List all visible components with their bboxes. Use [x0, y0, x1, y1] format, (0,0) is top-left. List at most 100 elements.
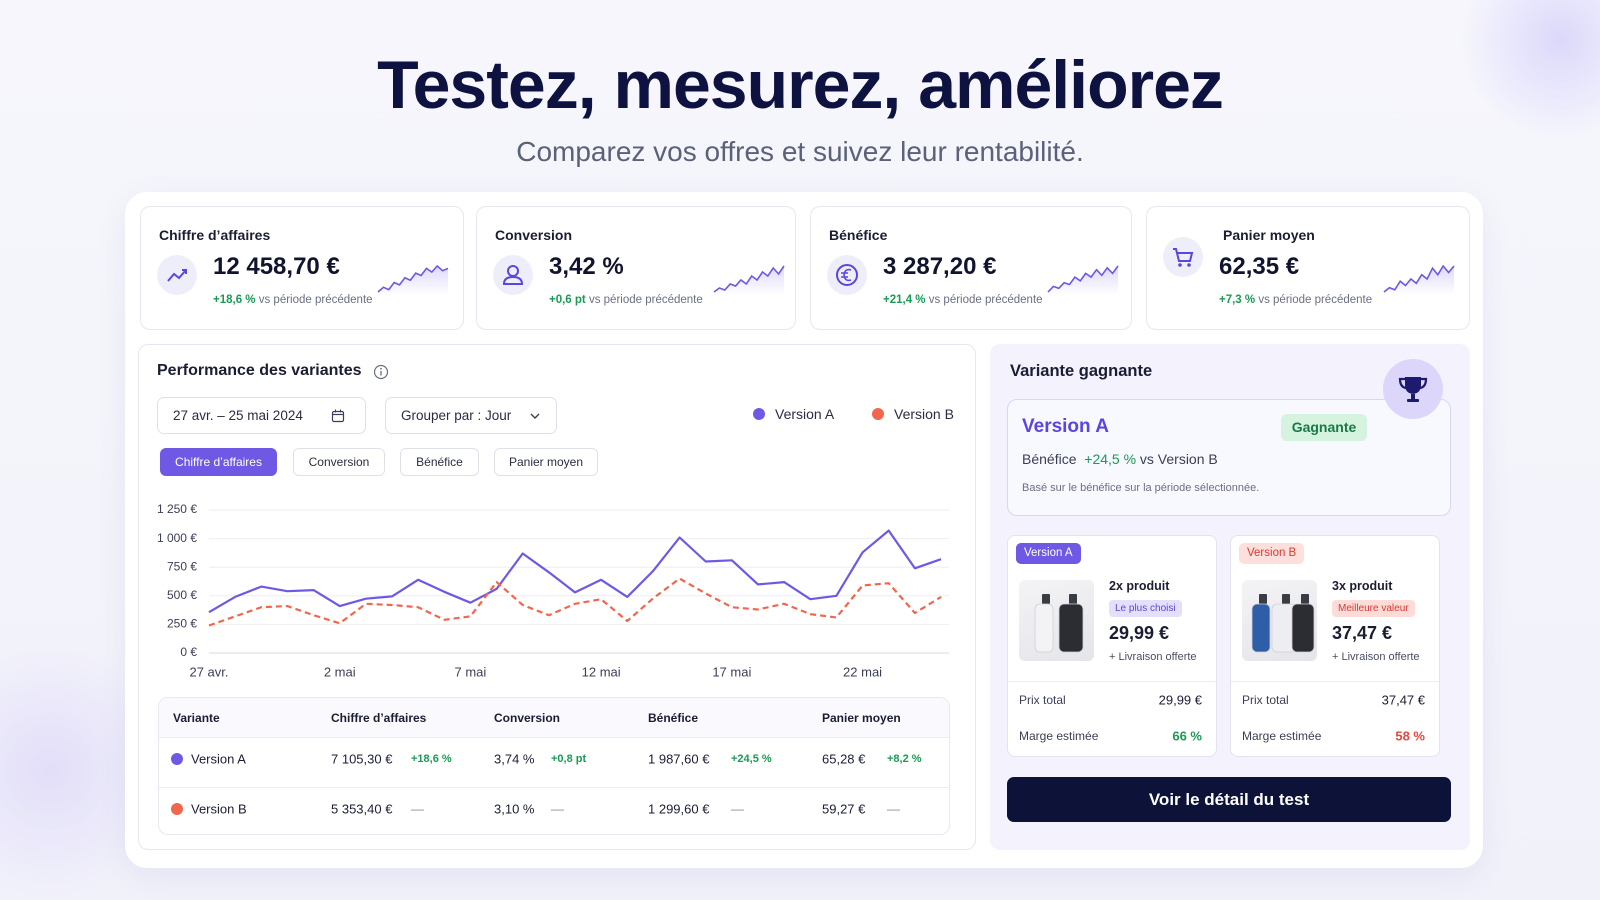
kpi-value: 3 287,20 €: [883, 253, 997, 280]
table-delta: +18,6 %: [411, 753, 452, 765]
table-delta: —: [887, 801, 900, 817]
winner-badge: Gagnante: [1281, 414, 1367, 441]
offer-card: Version A 2x produit Le plus choisi 29,99 €…: [1007, 535, 1217, 757]
offer-card: Version B 3x produit Meilleure valeur 37,47…: [1230, 535, 1440, 757]
sparkline: [377, 264, 449, 295]
legend-label: Version B: [894, 406, 954, 422]
kpi-value: 3,42 %: [549, 253, 624, 280]
product-thumbnail: [1242, 580, 1317, 661]
metric-tab[interactable]: Bénéfice: [400, 448, 479, 476]
offer-shipping: + Livraison offerte: [1332, 651, 1420, 663]
table-header-cell: Bénéfice: [648, 711, 699, 725]
offer-row-label: Prix total: [1019, 693, 1066, 707]
offer-quantity: 3x produit: [1332, 579, 1393, 593]
winner-variant: Version A: [1022, 416, 1109, 437]
kpi-change-line: +0,6 pt vs période précédente: [549, 294, 703, 306]
panel-title: Performance des variantes: [157, 362, 362, 379]
table-delta: —: [411, 801, 424, 817]
kpi-label: Conversion: [495, 227, 573, 243]
kpi-card: Conversion 3,42 % +0,6 pt vs période pré…: [476, 206, 796, 330]
winner-box: [1007, 399, 1451, 516]
group-by: Grouper par : Jour: [401, 408, 512, 423]
y-tick-label: 1 000 €: [157, 531, 197, 545]
offer-row-label: Marge estimée: [1242, 729, 1322, 743]
kpi-change: +7,3 %: [1219, 294, 1256, 306]
date-range: 27 avr. – 25 mai 2024: [173, 408, 303, 423]
metric-tab[interactable]: Conversion: [293, 448, 385, 476]
metric-tab[interactable]: Panier moyen: [494, 448, 598, 476]
table-header: [159, 698, 949, 738]
row-separator: [159, 787, 949, 788]
kpi-label: Bénéfice: [829, 227, 888, 243]
kpi-comparison: vs période précédente: [588, 294, 703, 306]
table-cell: Version B: [191, 801, 247, 817]
table-delta: —: [731, 801, 744, 817]
offer-tag: Version B: [1239, 543, 1305, 564]
winner-metric: Bénéfice: [1022, 451, 1077, 467]
y-tick-label: 250 €: [167, 617, 197, 631]
legend-item: Version B: [872, 406, 954, 422]
table-delta: +0,8 pt: [551, 753, 587, 765]
kpi-icon: [157, 255, 197, 295]
table-cell: 65,28 €: [822, 751, 866, 767]
winner-note: Basé sur le bénéfice sur la période séle…: [1022, 482, 1260, 494]
legend-item: Version A: [753, 406, 834, 422]
sparkline-area: [1048, 266, 1118, 295]
table-delta: +24,5 %: [731, 753, 772, 765]
line-chart: 0 € 250 € 500 € 750 € 1 000 € 1 250 € 27 avr. 2…: [157, 502, 949, 679]
legend-dot: [753, 408, 765, 420]
x-tick-label: 7 mai: [455, 664, 487, 679]
offer-row-value: 37,47 €: [1381, 692, 1425, 708]
kpi-change: +18,6 %: [213, 294, 256, 306]
offer-tag: Version A: [1016, 543, 1081, 564]
table-header-cell: Chiffre d’affaires: [331, 711, 427, 725]
table-cell: 1 299,60 €: [648, 801, 710, 817]
kpi-change: +21,4 %: [883, 294, 926, 306]
panel-title: Variante gagnante: [1010, 362, 1153, 380]
table-header-cell: Panier moyen: [822, 711, 901, 725]
metric-tab[interactable]: Chiffre d’affaires: [160, 448, 277, 476]
series-line: [208, 577, 942, 627]
table-cell: 3,10 %: [494, 801, 535, 817]
sparkline-line: [713, 265, 785, 293]
date-range-picker[interactable]: 27 avr. – 25 mai 2024: [157, 397, 366, 434]
kpi-change-line: +18,6 % vs période précédente: [213, 294, 373, 306]
table-delta: +8,2 %: [887, 753, 922, 765]
product-image: [1251, 594, 1315, 653]
kpi-comparison: vs période précédente: [928, 294, 1043, 306]
details-button[interactable]: Voir le détail du test: [1007, 777, 1451, 822]
offer-row-label: Prix total: [1242, 693, 1289, 707]
product-thumbnail: [1019, 580, 1094, 661]
table-cell: 7 105,30 €: [331, 751, 393, 767]
kpi-change: +0,6 pt: [549, 294, 586, 306]
kpi-label: Chiffre d’affaires: [159, 227, 271, 243]
x-tick-label: 12 mai: [582, 664, 621, 679]
offer-shipping: + Livraison offerte: [1109, 651, 1197, 663]
y-tick-label: 750 €: [167, 559, 197, 573]
y-tick-label: 500 €: [167, 588, 197, 602]
table-cell: 1 987,60 €: [648, 751, 710, 767]
offer-price: 37,47 €: [1332, 623, 1393, 643]
kpi-change-line: +21,4 % vs période précédente: [883, 294, 1043, 306]
sparkline-line: [1047, 265, 1119, 293]
kpi-icon: [827, 255, 867, 295]
icon: [1173, 248, 1194, 267]
info-icon[interactable]: [373, 364, 389, 380]
x-tick-label: 2 mai: [324, 664, 356, 679]
table-cell: Version A: [191, 751, 246, 767]
offer-divider: [1008, 681, 1216, 682]
calendar-icon: [331, 409, 345, 423]
kpi-card: Panier moyen 62,35 € +7,3 % vs période p…: [1146, 206, 1470, 330]
variant-dot: [171, 803, 183, 815]
trophy-icon: [1398, 377, 1428, 402]
table-delta: —: [551, 801, 564, 817]
table-cell: 59,27 €: [822, 801, 866, 817]
legend-dot: [872, 408, 884, 420]
group-by-select[interactable]: Grouper par : Jour: [385, 397, 557, 434]
kpi-icon: [493, 255, 533, 295]
offer-price: 29,99 €: [1109, 623, 1170, 643]
comparison-table: Variante Chiffre d’affaires Conversion Béné…: [158, 697, 950, 835]
x-tick-label: 27 avr.: [189, 664, 228, 679]
y-tick-label: 1 250 €: [157, 502, 197, 516]
chevron: [530, 413, 540, 419]
